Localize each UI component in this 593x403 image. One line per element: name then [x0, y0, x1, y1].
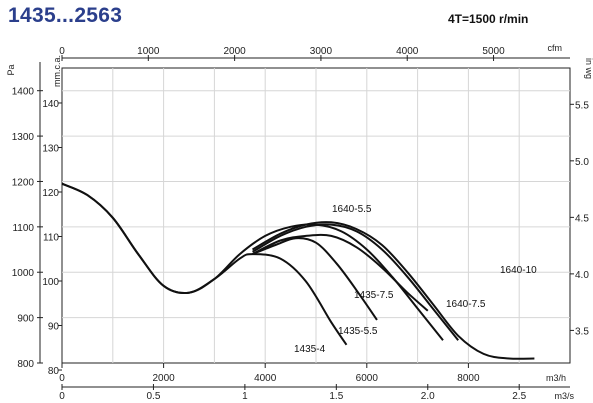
- y-inwg-tick-label: 4.0: [575, 270, 589, 281]
- chart-title: 1435...2563: [8, 4, 123, 27]
- y-pa-tick-label: 1100: [12, 223, 34, 234]
- curve-1640-5.5: [61, 182, 444, 341]
- curve-1640-10: [252, 221, 535, 360]
- y-mm-tick-label: 90: [48, 322, 60, 333]
- y-inwg-tick-label: 5.5: [575, 100, 589, 111]
- x-top-tick-label: 1000: [137, 46, 160, 57]
- curve-label-1435-7.5: 1435-7.5: [354, 290, 394, 301]
- x2-unit-label: m3/s: [554, 391, 574, 401]
- y-pa-tick-label: 800: [17, 359, 34, 370]
- x-top-tick-label: 3000: [310, 46, 333, 57]
- x-tick-label: 0: [59, 373, 65, 384]
- y-inwg-tick-label: 3.5: [575, 326, 589, 337]
- curve-label-1640-5.5: 1640-5.5: [332, 204, 372, 215]
- y-pa-tick-label: 1200: [12, 177, 35, 188]
- y-mm-tick-label: 100: [42, 277, 59, 288]
- x-tick-label: 8000: [457, 373, 480, 384]
- curves: [61, 182, 535, 360]
- x2-tick-label: 2.5: [512, 391, 526, 402]
- curve-label-1640-7.5: 1640-7.5: [446, 299, 486, 310]
- curve-labels: 1435-4 1435-5.5 1435-7.5 1640-5.5 1640-7.5 16…: [294, 204, 537, 355]
- x-top-tick-label: 4000: [396, 46, 419, 57]
- y-inwg-tick-label: 4.5: [575, 213, 589, 224]
- y-pa-tick-label: 1400: [12, 87, 35, 98]
- x-top-unit-label: cfm: [548, 43, 563, 53]
- x-tick-label: 4000: [254, 373, 277, 384]
- y-mm-tick-label: 140: [42, 99, 59, 110]
- x-tick-label: 6000: [356, 373, 379, 384]
- speed-label: 4T=1500 r/min: [448, 12, 529, 26]
- x2-tick-label: 1: [242, 391, 248, 402]
- y-inwg-unit-label: in wg: [584, 58, 593, 79]
- y-mm-tick-label: 130: [42, 143, 59, 154]
- y-pa-tick-label: 1000: [12, 268, 35, 279]
- curve-1435-7.5: [252, 233, 429, 312]
- y-pa-tick-label: 1300: [12, 132, 35, 143]
- x-top-tick-label: 2000: [223, 46, 246, 57]
- x2-tick-label: 0: [59, 391, 65, 402]
- y-mm-tick-label: 120: [42, 188, 59, 199]
- curve-1435-5.5: [252, 237, 378, 321]
- y-inwg-tick-label: 5.0: [575, 157, 589, 168]
- x-unit-label: m3/h: [546, 373, 566, 383]
- x-tick-label: 2000: [152, 373, 175, 384]
- ticks: 0 2000 4000 6000 8000 m3/h 0 0.5 1 1.5 2.0 2.5 m3/s 0…: [6, 43, 593, 402]
- x2-tick-label: 2.0: [421, 391, 435, 402]
- y-pa-unit-label: Pa: [6, 64, 16, 75]
- grid: [62, 68, 570, 363]
- y-mm-tick-label: 80: [48, 366, 60, 377]
- x2-tick-label: 0.5: [146, 391, 160, 402]
- curve-1640-7.5: [252, 223, 459, 341]
- x2-tick-label: 1.5: [329, 391, 343, 402]
- curve-label-1640-10: 1640-10: [500, 265, 537, 276]
- curve-label-1435-5.5: 1435-5.5: [338, 326, 378, 337]
- x-top-tick-label: 0: [59, 46, 65, 57]
- y-pa-tick-label: 900: [17, 314, 34, 325]
- y-mm-unit-label: mm.c.a.: [52, 55, 62, 87]
- curve-label-1435-4: 1435-4: [294, 344, 326, 355]
- y-mm-tick-label: 110: [43, 232, 59, 243]
- x-top-tick-label: 5000: [482, 46, 505, 57]
